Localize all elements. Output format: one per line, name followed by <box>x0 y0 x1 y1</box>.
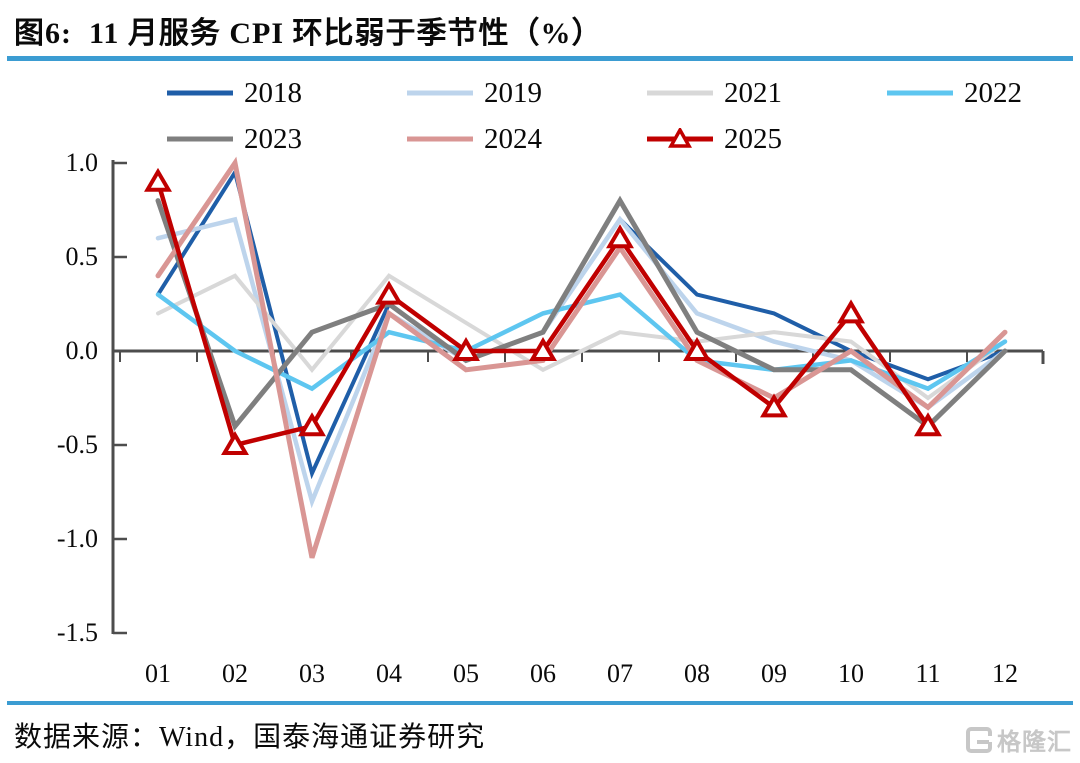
watermark-text: 格隆汇 <box>997 729 1072 756</box>
legend-item-2025: 2025 <box>645 120 885 158</box>
series-marker-2025 <box>452 337 480 361</box>
watermark: 格隆汇 <box>966 722 1072 757</box>
series-marker-2025 <box>760 393 788 418</box>
y-axis-label: 0.0 <box>65 336 99 365</box>
legend-item-2023: 2023 <box>165 120 405 158</box>
series-marker-2025 <box>221 431 249 455</box>
y-axis-label: -1.5 <box>56 618 98 647</box>
series-line-2023 <box>155 195 1008 432</box>
x-axis-label: 08 <box>684 659 710 688</box>
legend-row-1: 2018 2019 2021 2022 <box>165 74 1080 112</box>
legend-row-2: 2023 2024 2025 <box>165 120 885 158</box>
legend-label: 2024 <box>484 122 542 155</box>
x-axis-label: 02 <box>222 659 248 688</box>
series-line-2024 <box>155 156 1008 559</box>
legend-item-2022: 2022 <box>885 74 1080 112</box>
series-marker-2025 <box>298 412 326 437</box>
legend-item-2024: 2024 <box>405 120 645 158</box>
x-axis-label: 04 <box>376 659 402 688</box>
legend-swatch-2023 <box>167 136 233 142</box>
legend-label: 2025 <box>724 122 782 155</box>
legend-swatch-2022 <box>887 90 953 96</box>
y-axis-label: 0.5 <box>65 242 99 271</box>
series-marker-2025 <box>375 280 403 305</box>
series-marker-2025 <box>606 224 634 249</box>
source-text: 数据来源：Wind，国泰海通证券研究 <box>14 722 486 753</box>
legend-swatch-2018 <box>167 90 233 96</box>
y-axis-label: -1.0 <box>56 524 98 553</box>
legend-item-2018: 2018 <box>165 74 405 112</box>
x-axis-label: 03 <box>299 659 325 688</box>
x-axis-label: 10 <box>838 659 864 688</box>
legend-swatch-2025 <box>647 128 713 148</box>
legend-swatch-2024 <box>407 136 473 142</box>
legend-swatch-2021 <box>647 90 713 96</box>
legend-label: 2018 <box>244 76 302 109</box>
y-axis-label: 1.0 <box>65 148 99 177</box>
x-axis-label: 06 <box>530 659 556 688</box>
series-marker-2025 <box>683 337 711 361</box>
legend-label: 2022 <box>964 76 1022 109</box>
x-axis-label: 07 <box>607 659 633 688</box>
gelonghui-logo-icon <box>966 726 992 753</box>
y-axis-label: -0.5 <box>56 430 98 459</box>
series-marker-2025 <box>144 167 172 192</box>
series-marker-2025 <box>529 337 557 361</box>
legend-swatch-2019 <box>407 90 473 96</box>
legend-item-2019: 2019 <box>405 74 645 112</box>
x-axis-label: 05 <box>453 659 479 688</box>
bottom-accent-rule <box>7 701 1073 705</box>
legend-item-2021: 2021 <box>645 74 885 112</box>
legend-label: 2021 <box>724 76 782 109</box>
x-axis-label: 11 <box>915 659 941 688</box>
title-accent-rule <box>7 56 1073 61</box>
x-axis-label: 09 <box>761 659 787 688</box>
series-marker-2025 <box>837 299 865 324</box>
figure-title: 图6: 11 月服务 CPI 环比弱于季节性（%） <box>14 17 603 50</box>
legend-label: 2023 <box>244 122 302 155</box>
x-axis-label: 12 <box>992 659 1018 688</box>
x-axis-label: 01 <box>145 659 171 688</box>
legend-label: 2019 <box>484 76 542 109</box>
series-line-2021 <box>156 273 1007 401</box>
series-line-2019 <box>155 215 1008 509</box>
series-marker-2025 <box>914 412 942 437</box>
